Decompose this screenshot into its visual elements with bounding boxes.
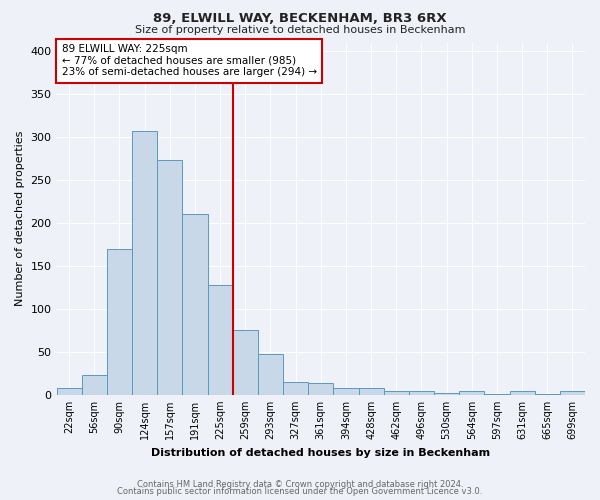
Bar xyxy=(334,388,359,395)
Bar xyxy=(107,248,132,395)
X-axis label: Distribution of detached houses by size in Beckenham: Distribution of detached houses by size … xyxy=(151,448,490,458)
Bar xyxy=(157,160,182,395)
Text: Contains HM Land Registry data © Crown copyright and database right 2024.: Contains HM Land Registry data © Crown c… xyxy=(137,480,463,489)
Bar xyxy=(409,392,434,395)
Bar xyxy=(258,354,283,395)
Bar xyxy=(484,394,509,395)
Bar xyxy=(383,392,409,395)
Bar xyxy=(233,330,258,395)
Bar xyxy=(535,394,560,395)
Text: 89 ELWILL WAY: 225sqm
← 77% of detached houses are smaller (985)
23% of semi-det: 89 ELWILL WAY: 225sqm ← 77% of detached … xyxy=(62,44,317,78)
Bar xyxy=(509,392,535,395)
Bar xyxy=(56,388,82,395)
Bar xyxy=(82,375,107,395)
Bar xyxy=(308,383,334,395)
Bar xyxy=(434,393,459,395)
Bar xyxy=(560,392,585,395)
Bar xyxy=(182,214,208,395)
Text: 89, ELWILL WAY, BECKENHAM, BR3 6RX: 89, ELWILL WAY, BECKENHAM, BR3 6RX xyxy=(153,12,447,26)
Bar xyxy=(132,131,157,395)
Bar xyxy=(208,285,233,395)
Text: Size of property relative to detached houses in Beckenham: Size of property relative to detached ho… xyxy=(135,25,465,35)
Bar xyxy=(459,392,484,395)
Text: Contains public sector information licensed under the Open Government Licence v3: Contains public sector information licen… xyxy=(118,488,482,496)
Y-axis label: Number of detached properties: Number of detached properties xyxy=(15,131,25,306)
Bar xyxy=(283,382,308,395)
Bar xyxy=(359,388,383,395)
